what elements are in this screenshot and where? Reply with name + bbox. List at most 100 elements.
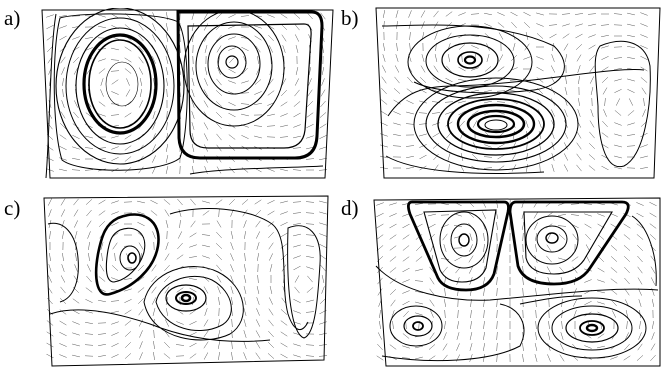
flow-vector-tick xyxy=(640,55,648,61)
flow-vector-tick xyxy=(307,12,313,20)
flow-vector-tick xyxy=(535,298,537,308)
flow-vector-tick xyxy=(255,220,261,228)
flow-vector-tick xyxy=(282,45,286,53)
flow-vector-tick xyxy=(626,134,636,136)
flow-vector-tick xyxy=(590,87,594,95)
flow-vector-tick xyxy=(228,102,236,106)
flow-vector-tick xyxy=(164,341,170,349)
flow-vector-tick xyxy=(257,274,259,284)
flow-vector-tick xyxy=(73,67,79,75)
flow-vector-tick xyxy=(610,356,618,360)
flow-vector-tick xyxy=(649,212,657,218)
flow-vector-tick xyxy=(483,309,485,319)
flow-vector-tick xyxy=(137,211,145,215)
flow-vector-tick xyxy=(623,245,631,251)
flow-vector-tick xyxy=(240,103,250,105)
flow-vector-tick xyxy=(279,136,289,138)
flow-vector-tick xyxy=(640,132,648,138)
flow-vector-tick xyxy=(98,299,106,303)
flow-vector-tick xyxy=(266,125,276,127)
flow-vector-tick xyxy=(628,98,634,106)
flow-vector-tick xyxy=(230,286,234,294)
flow-vector-tick xyxy=(319,254,327,260)
flow-vector-tick xyxy=(189,342,197,348)
flow-vector-tick xyxy=(124,46,132,52)
flow-vector-tick xyxy=(228,47,236,51)
flow-vector-tick xyxy=(548,24,558,26)
flow-vector-tick xyxy=(218,55,220,65)
flow-vector-tick xyxy=(269,264,273,272)
flow-vector-tick xyxy=(614,89,622,93)
flow-vector-tick xyxy=(496,287,498,297)
flow-vector-tick xyxy=(84,147,94,149)
flow-vector-tick xyxy=(446,65,452,73)
flow-vector-tick xyxy=(393,111,401,115)
flow-vector-tick xyxy=(216,166,222,174)
flow-vector-tick xyxy=(447,153,451,161)
flow-vector-tick xyxy=(650,266,656,274)
flow-vector-tick xyxy=(445,121,453,127)
flow-vector-tick xyxy=(640,66,648,72)
flow-vector-tick xyxy=(627,23,635,27)
flow-vector-tick xyxy=(456,332,460,340)
flow-vector-tick xyxy=(189,244,197,248)
flow-vector-tick xyxy=(216,45,222,53)
flow-vector-tick xyxy=(87,264,91,272)
flow-vector-tick xyxy=(152,56,156,64)
flow-vector-tick xyxy=(482,354,486,362)
flow-vector-tick xyxy=(471,45,479,49)
flow-vector-tick xyxy=(189,332,197,336)
flow-vector-tick xyxy=(218,319,220,327)
flow-vector-tick xyxy=(442,233,448,241)
flow-vector-tick xyxy=(431,112,441,114)
flow-vector-tick xyxy=(85,124,93,128)
flow-vector-tick xyxy=(396,21,398,29)
flow-vector-tick xyxy=(242,67,248,75)
flow-vector-tick xyxy=(576,131,582,139)
flow-vector-tick xyxy=(547,332,551,340)
flow-vector-tick xyxy=(98,355,106,357)
flow-vector-tick xyxy=(483,243,485,253)
flow-vector-tick xyxy=(443,332,447,340)
flow-vector-tick xyxy=(419,77,427,83)
flow-vector-tick xyxy=(511,153,517,161)
flow-vector-tick xyxy=(392,320,394,330)
flow-vector-tick xyxy=(139,330,143,338)
flow-vector-tick xyxy=(203,319,209,327)
flow-vector-tick xyxy=(60,209,66,217)
flow-vector-tick xyxy=(231,318,233,328)
flow-vector-tick xyxy=(649,223,657,229)
flow-vector-tick xyxy=(166,121,168,131)
flow-vector-tick xyxy=(443,244,447,252)
flow-vector-tick xyxy=(267,210,275,216)
flow-vector-tick xyxy=(192,67,194,75)
flow-vector-tick xyxy=(306,266,314,270)
flow-vector-tick xyxy=(98,199,106,205)
flow-vector-tick xyxy=(72,332,80,336)
flow-vector-tick xyxy=(482,277,486,285)
flow-vector-tick xyxy=(429,288,435,296)
flow-vector-tick xyxy=(321,78,325,86)
flow-vector-tick xyxy=(215,243,223,249)
flow-vector-tick xyxy=(589,65,595,73)
flow-vector-tick xyxy=(308,67,312,75)
flow-vector-tick xyxy=(319,146,327,150)
flow-vector-tick xyxy=(559,343,565,351)
flow-vector-tick xyxy=(589,120,595,128)
flow-vector-tick xyxy=(139,78,143,86)
flow-vector-tick xyxy=(61,67,65,75)
flow-vector-tick xyxy=(215,199,223,205)
flow-vector-tick xyxy=(111,146,119,150)
flow-vector-tick xyxy=(558,257,566,261)
flow-vector-tick xyxy=(383,20,385,30)
flow-vector-tick xyxy=(305,344,315,346)
flow-vector-tick xyxy=(429,266,435,274)
flow-vector-tick xyxy=(640,155,648,159)
flow-vector-tick xyxy=(255,319,261,327)
flow-vector-tick xyxy=(546,255,552,263)
flow-vector-tick xyxy=(293,310,301,314)
flow-vector-tick xyxy=(321,286,325,294)
flow-vector-tick xyxy=(319,222,327,226)
flow-vector-tick xyxy=(243,275,247,283)
flow-vector-tick xyxy=(498,32,504,40)
